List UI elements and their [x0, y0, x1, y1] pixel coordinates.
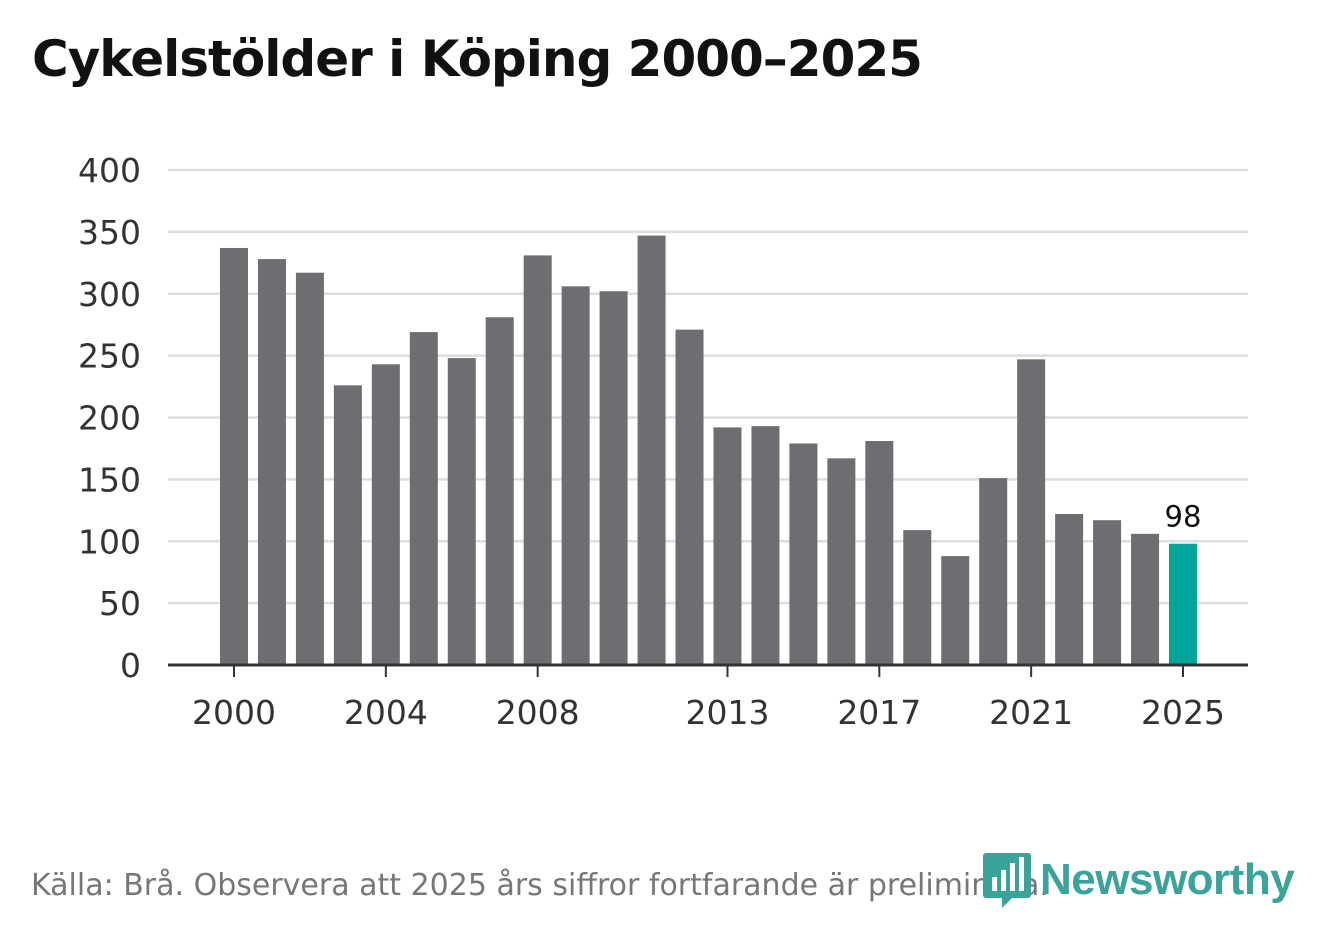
bar-2006	[447, 358, 476, 665]
bars	[220, 235, 1197, 665]
y-tick-label-50: 50	[99, 584, 141, 623]
grid-lines	[168, 168, 1248, 605]
bar-2022	[1055, 514, 1084, 665]
x-tick-label-2021: 2021	[989, 693, 1073, 732]
bar-2008	[523, 255, 552, 665]
x-tick-label-2004: 2004	[344, 693, 428, 732]
brand-name: Newsworthy	[1040, 855, 1295, 904]
bar-2014	[751, 426, 780, 665]
bar-2004	[371, 364, 400, 665]
bar-2025	[1169, 543, 1197, 665]
bar-2019	[941, 556, 970, 665]
y-tick-label-400: 400	[78, 151, 141, 190]
bar-2005	[409, 332, 438, 665]
y-axis-tick-labels: 0 50 100 150 200 250 300 350 400	[78, 151, 141, 685]
bar-2023	[1093, 520, 1122, 665]
x-tick-label-2000: 2000	[192, 693, 276, 732]
y-tick-label-300: 300	[78, 275, 141, 314]
bar-2003	[333, 385, 362, 665]
bar-2018	[903, 530, 932, 665]
bar-chart: 0 50 100 150 200 250 300 350 400 2000 2004 2008 201…	[78, 151, 1248, 732]
x-axis-ticks: 2000 2004 2008 2013 2017 2021 2025	[192, 665, 1225, 732]
y-tick-label-0: 0	[120, 646, 141, 685]
bar-2009	[561, 286, 590, 665]
chart-title: Cykelstölder i Köping 2000–2025	[32, 30, 923, 88]
bar-2002	[295, 272, 324, 665]
x-tick-label-2008: 2008	[496, 693, 580, 732]
x-tick-label-2017: 2017	[837, 693, 921, 732]
bar-2013	[713, 427, 742, 665]
bar-2015	[789, 443, 818, 665]
bar-2001	[257, 259, 286, 665]
bar-2021	[1017, 359, 1046, 665]
y-tick-label-200: 200	[78, 399, 141, 438]
y-tick-label-350: 350	[78, 213, 141, 252]
data-label-2025: 98	[1165, 500, 1202, 534]
bar-2020	[979, 478, 1008, 665]
bar-2011	[637, 235, 666, 665]
bar-2010	[599, 291, 628, 665]
x-tick-label-2013: 2013	[685, 693, 769, 732]
x-tick-label-2025: 2025	[1141, 693, 1225, 732]
data-labels: 98	[1165, 500, 1202, 534]
bar-2007	[485, 317, 514, 665]
bar-2012	[675, 329, 704, 665]
bar-2000	[220, 247, 248, 665]
y-tick-label-100: 100	[78, 522, 141, 561]
bar-2016	[827, 458, 856, 665]
source-note: Källa: Brå. Observera att 2025 års siffr…	[31, 868, 1049, 903]
y-tick-label-150: 150	[78, 460, 141, 499]
bar-2017	[865, 441, 894, 665]
newsworthy-logo-icon	[983, 853, 1031, 908]
newsworthy-brand: Newsworthy	[982, 850, 1295, 910]
bar-2024	[1131, 533, 1160, 665]
y-tick-label-250: 250	[78, 337, 141, 376]
